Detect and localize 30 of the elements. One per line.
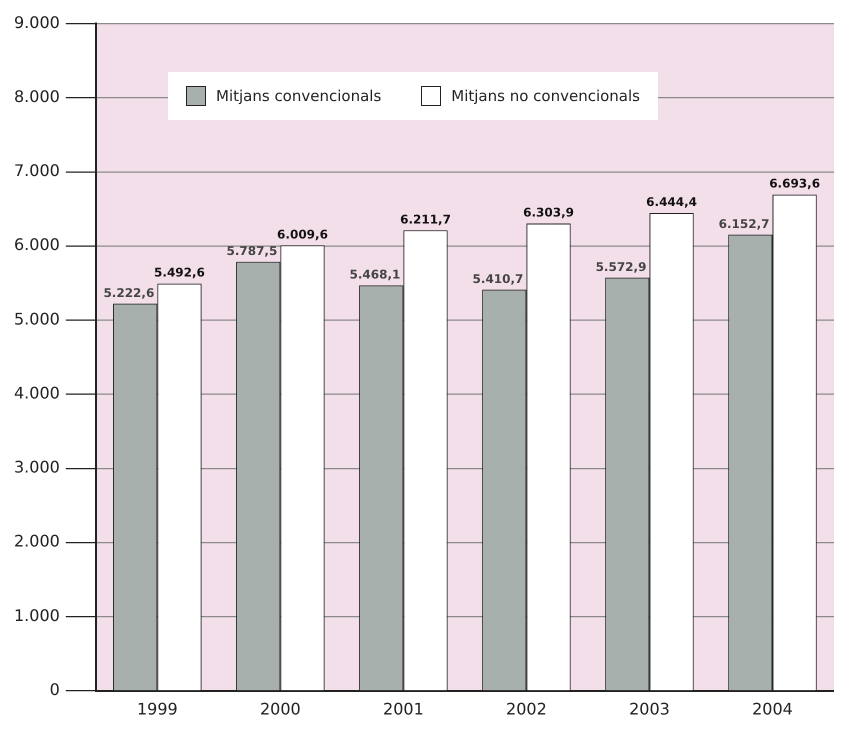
data-label: 5.410,7 bbox=[472, 272, 524, 286]
data-label: 5.222,6 bbox=[103, 286, 154, 300]
data-label: 5.572,9 bbox=[596, 260, 646, 274]
x-tick-label: 2004 bbox=[752, 700, 793, 719]
data-label: 6.152,7 bbox=[718, 216, 770, 231]
y-tick-label: 4.000 bbox=[14, 383, 60, 402]
y-tick-label: 1.000 bbox=[14, 606, 60, 625]
data-label: 5.468,1 bbox=[350, 268, 400, 282]
y-tick-label: 6.000 bbox=[14, 235, 60, 254]
legend-label: Mitjans convencionals bbox=[216, 87, 382, 105]
x-tick-label: 2000 bbox=[260, 700, 301, 719]
y-tick-label: 3.000 bbox=[14, 458, 60, 477]
y-tick-label: 0 bbox=[50, 680, 60, 699]
data-label: 5.492,6 bbox=[154, 266, 205, 280]
y-tick-label: 5.000 bbox=[14, 309, 60, 328]
legend-label: Mitjans no convencionals bbox=[451, 87, 640, 105]
y-tick-label: 9.000 bbox=[14, 12, 60, 32]
y-tick-label: 2.000 bbox=[14, 532, 60, 551]
data-label: 6.693,6 bbox=[769, 176, 820, 191]
x-tick-label: 2002 bbox=[506, 700, 547, 719]
y-tick-label: 7.000 bbox=[14, 161, 60, 180]
x-tick-label: 2003 bbox=[629, 700, 670, 719]
data-label: 5.787,5 bbox=[226, 244, 278, 258]
x-tick-label: 1999 bbox=[136, 700, 178, 719]
data-label: 6.211,7 bbox=[400, 212, 451, 226]
x-tick-label: 2001 bbox=[383, 700, 424, 719]
y-tick-label: 8.000 bbox=[14, 86, 60, 106]
data-label: 6.009,6 bbox=[277, 227, 328, 242]
data-label: 6.303,9 bbox=[523, 206, 574, 220]
data-label: 6.444,4 bbox=[646, 195, 698, 210]
